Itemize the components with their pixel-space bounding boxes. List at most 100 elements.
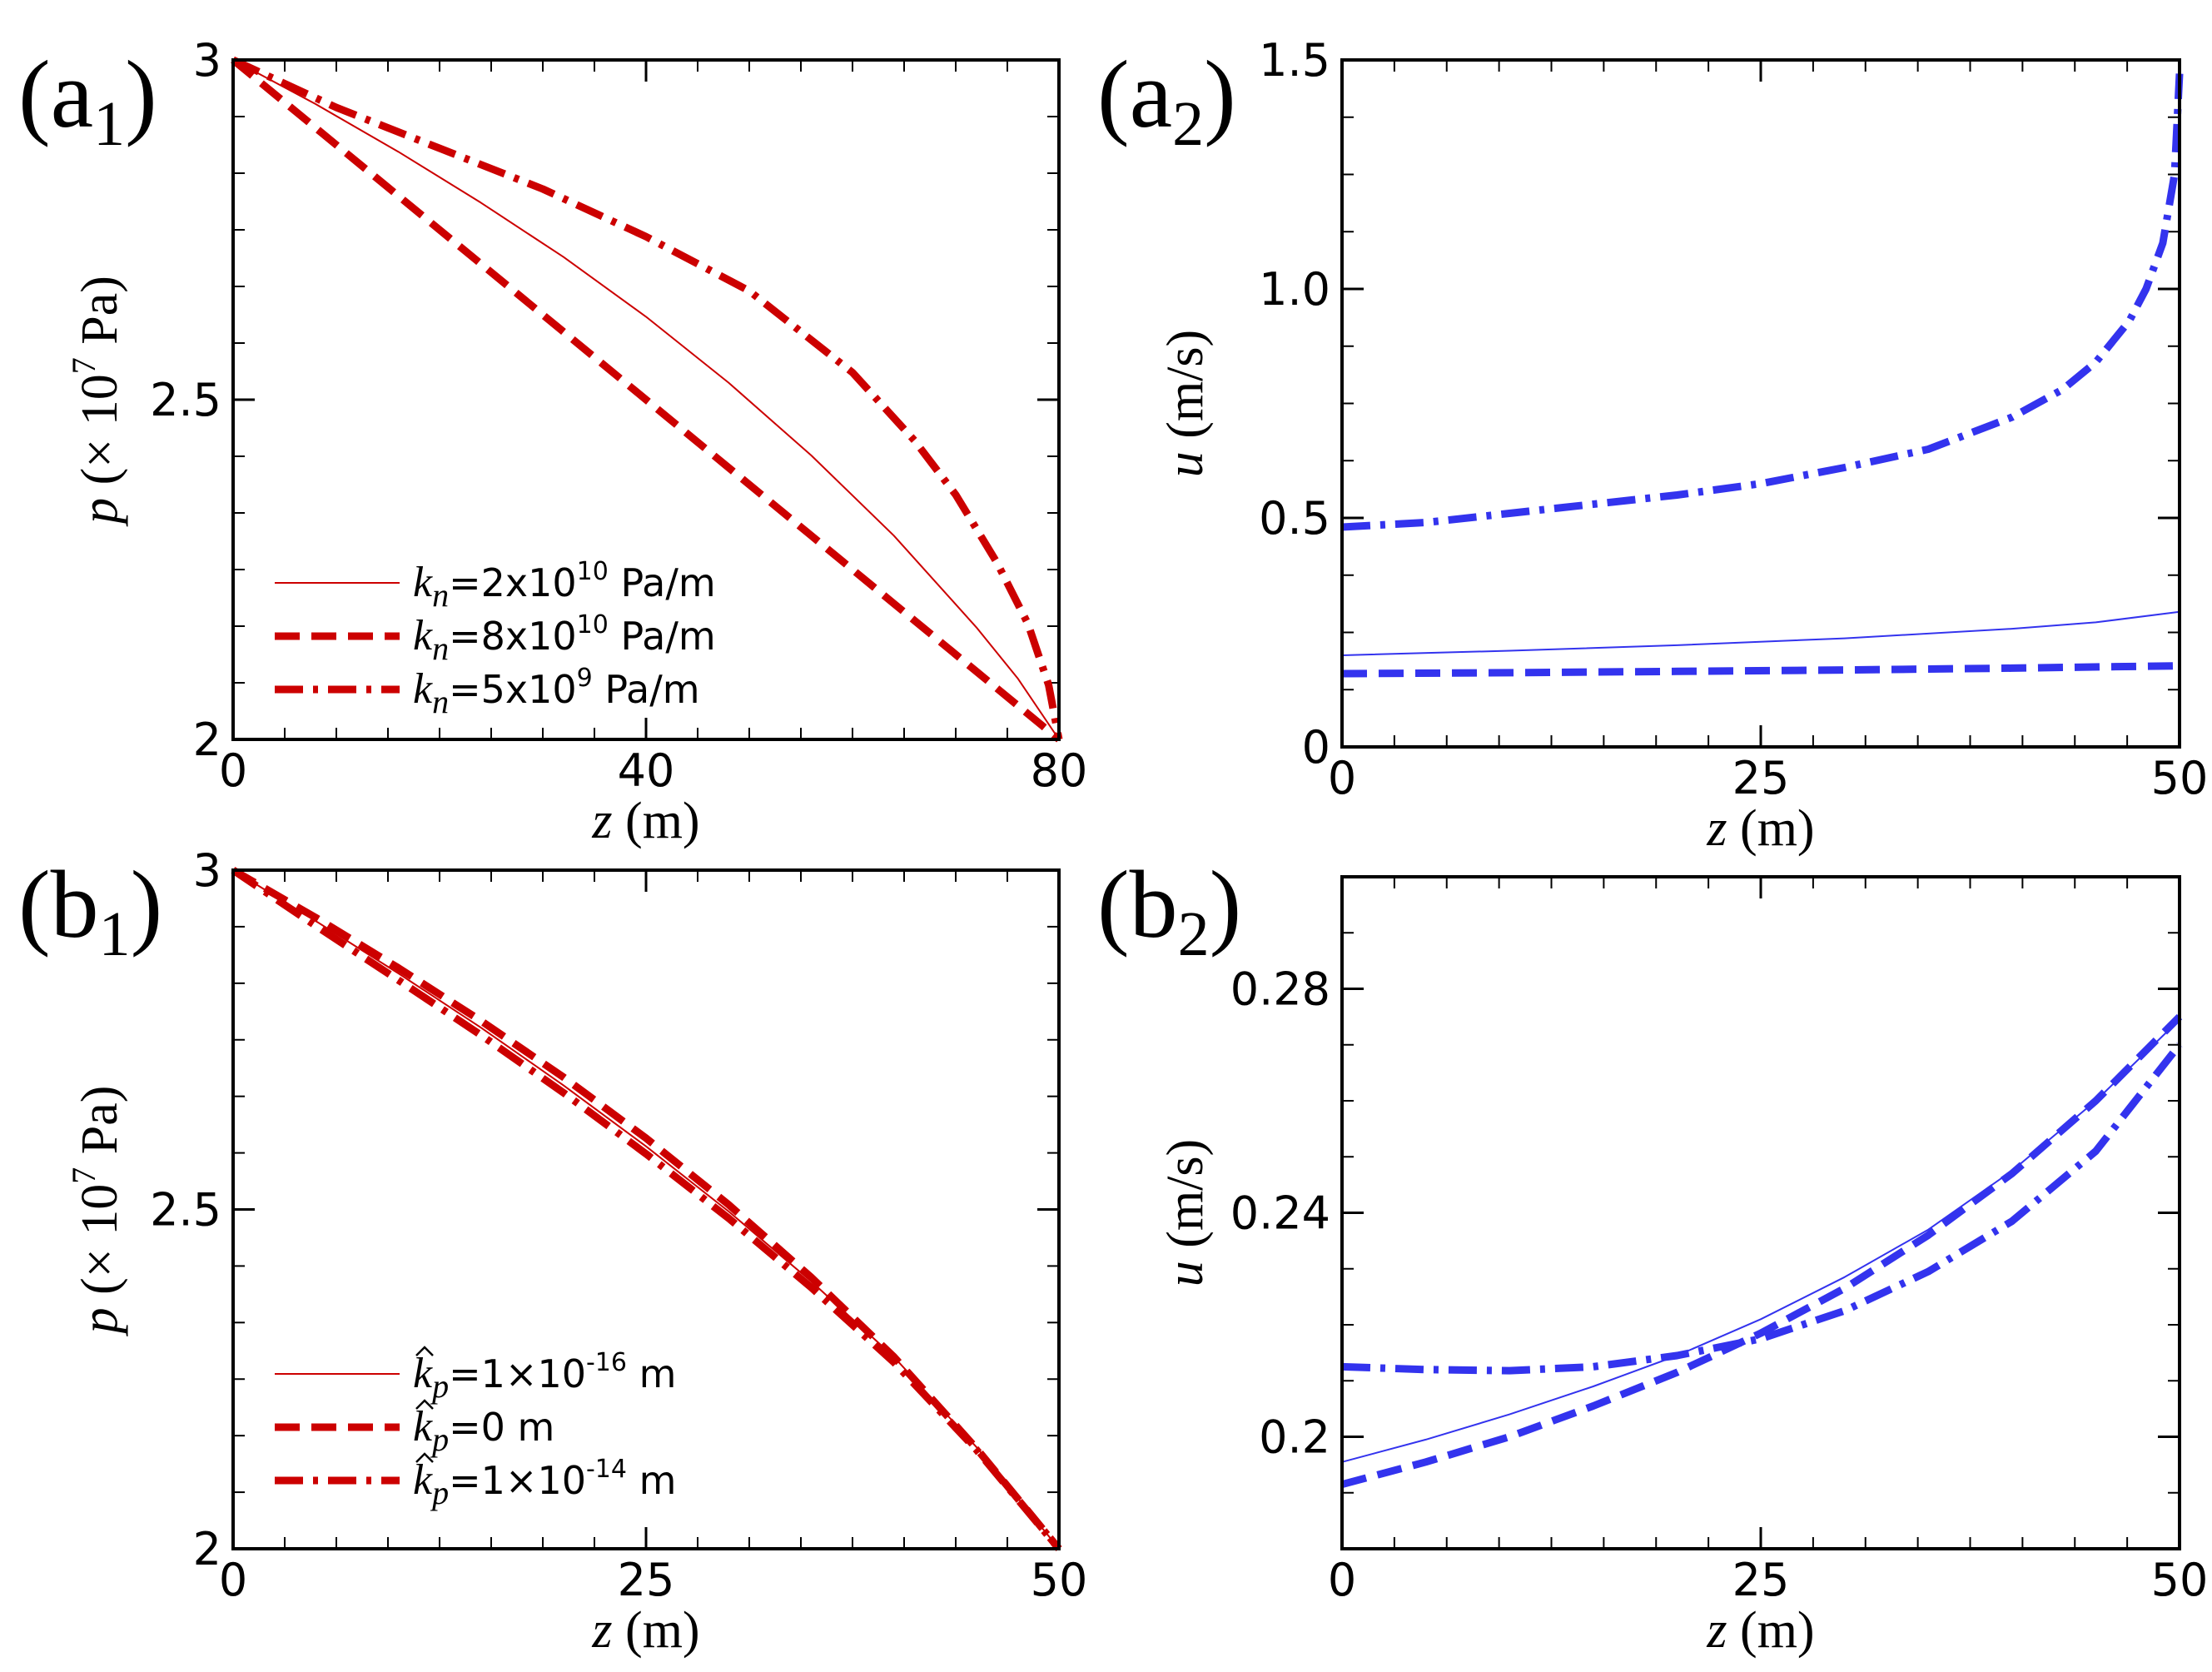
series-line-solid [232,59,1060,740]
legend-unit: Pa/m [609,560,716,605]
y-axis-unit: (m/s) [1157,1139,1214,1261]
legend-subscript: p [430,1421,449,1458]
y-axis-unit-tail: Pa) [72,276,128,357]
y-axis-exponent: 7 [65,1167,102,1184]
series-line-solid [1341,1018,2180,1463]
legend-value: =1×10 [449,1351,586,1396]
panel-label-letter: (b [1097,852,1178,958]
legend-entry: kp=1×10-16 m [413,1348,676,1405]
series-line-dashed [231,867,1062,1551]
legend-exponent: -14 [586,1455,627,1484]
y-axis-label: p (× 107 Pa) [65,276,128,527]
y-axis-unit: (m/s) [1157,330,1214,451]
hat-accent-icon [415,1346,434,1356]
x-tick-label: 50 [2151,752,2209,804]
panel-label-letter: (a [1097,42,1172,148]
x-tick-label: 0 [219,1554,247,1606]
legend-variable: k [413,665,433,713]
legend-entry: kn=5x109 Pa/m [413,664,700,720]
legend-subscript: n [432,576,449,614]
legend-value: =5x10 [449,667,577,712]
legend-unit: Pa/m [609,614,716,659]
legend-unit: Pa/m [593,667,700,712]
legend-exponent: 10 [577,610,609,639]
panel-label-close: ) [1204,42,1236,148]
series-line-solid [1341,610,2180,656]
y-tick-label: 0 [1302,721,1330,774]
series-line-dashed [231,57,1061,743]
series-line-dashdot [231,867,1062,1551]
y-tick-label: 0.2 [1259,1411,1330,1464]
legend-exponent: 10 [577,557,609,586]
legend-value: =2x10 [449,560,577,605]
x-axis-label: z (m) [1706,1602,1814,1659]
legend-entry: kn=2x1010 Pa/m [413,557,716,614]
panel-label-close: ) [1210,852,1242,958]
y-tick-label: 2.5 [150,374,221,426]
x-tick-label: 25 [618,1554,675,1606]
legend-entry: kn=8x1010 Pa/m [413,610,716,667]
hat-accent-icon [415,1399,434,1410]
legend-unit: m [627,1351,676,1396]
legend: kn=2x1010 Pa/mkn=8x1010 Pa/mkn=5x109 Pa/… [275,557,716,720]
legend-variable: k [413,1456,433,1504]
x-axis-label: z (m) [1706,800,1814,857]
y-axis-unit-tail: Pa) [72,1086,128,1167]
legend-value: =0 m [449,1405,554,1450]
panel-a2: 0 25 50 0 0.5 1.0 1.5 (a2) z (m) u (m/s) [1097,34,2208,857]
y-axis-exponent: 7 [65,357,102,374]
y-axis-variable: p [72,498,128,527]
x-axis-variable: z [591,1602,612,1659]
legend-subscript: n [432,629,449,667]
y-tick-label: 3 [193,34,221,87]
plot-frame [231,58,1061,741]
y-axis-unit: (× 10 [72,374,128,498]
x-axis-unit: (m) [1727,800,1815,857]
legend-exponent: 9 [577,664,593,693]
y-tick-label: 3 [193,844,221,897]
x-tick-label: 0 [1328,752,1356,804]
y-tick-label: 1.0 [1259,263,1330,316]
panel-label: (b1) [18,852,162,969]
legend-entry: kp=0 m [413,1403,554,1458]
y-tick-label: 0.24 [1230,1187,1330,1240]
x-axis-unit: (m) [613,793,700,849]
legend-subscript: p [430,1474,449,1511]
y-axis-label: u (m/s) [1157,1139,1214,1286]
y-axis-variable: u [1157,451,1214,477]
series-line-dashdot [1341,1042,2183,1375]
y-tick-label: 1.5 [1259,34,1330,87]
series-line-solid [232,869,1060,1550]
series-line-dashdot [1341,73,2184,531]
legend: kp=1×10-16 mkp=0 mkp=1×10-14 m [275,1346,676,1511]
y-axis-variable: u [1157,1261,1214,1286]
legend-variable: k [413,612,433,659]
panel-label-letter: (b [18,852,99,958]
x-axis-variable: z [591,793,612,849]
x-tick-label: 80 [1031,744,1088,797]
panel-label-subscript: 1 [99,899,131,969]
plot-frame [231,868,1061,1550]
x-tick-label: 0 [1328,1554,1356,1606]
x-tick-label: 50 [1031,1554,1088,1606]
y-tick-label: 0.5 [1259,492,1330,545]
panel-b2: 0 25 500.20.240.28(b2)z (m)u (m/s) [1097,852,2208,1659]
legend-variable: k [413,1403,433,1451]
y-axis-unit: (× 10 [72,1184,128,1308]
panel-label: (a1) [18,42,157,159]
series-line-dashed [1340,1013,2183,1489]
y-tick-label: 0.28 [1230,963,1330,1016]
series-line-dashed [1341,662,2180,678]
x-axis-variable: z [1706,1602,1727,1659]
panel-label-close: ) [131,852,163,958]
legend-unit: m [627,1458,676,1503]
x-tick-label: 0 [219,744,247,797]
y-tick-label: 2 [193,714,221,766]
x-tick-label: 25 [1732,752,1790,804]
x-tick-label: 50 [2151,1554,2209,1606]
x-axis-variable: z [1706,800,1727,857]
legend-entry: kp=1×10-14 m [413,1455,676,1511]
hat-accent-icon [415,1452,434,1463]
